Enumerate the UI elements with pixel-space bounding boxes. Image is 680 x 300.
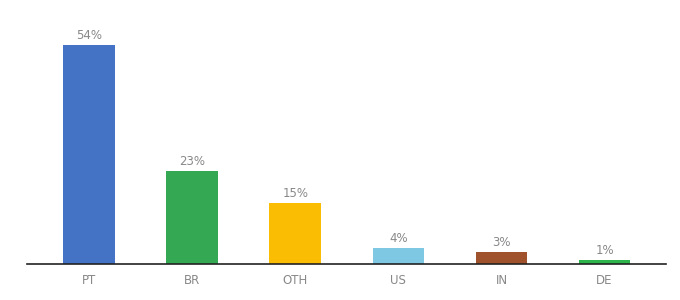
Bar xyxy=(579,260,630,264)
Text: 54%: 54% xyxy=(76,29,102,42)
Text: 23%: 23% xyxy=(179,155,205,168)
Bar xyxy=(373,248,424,264)
Text: 1%: 1% xyxy=(595,244,614,257)
Bar xyxy=(63,45,115,264)
Bar xyxy=(476,252,527,264)
Text: 15%: 15% xyxy=(282,187,308,200)
Bar xyxy=(167,171,218,264)
Bar xyxy=(269,203,321,264)
Text: 3%: 3% xyxy=(492,236,511,249)
Text: 4%: 4% xyxy=(389,232,408,244)
